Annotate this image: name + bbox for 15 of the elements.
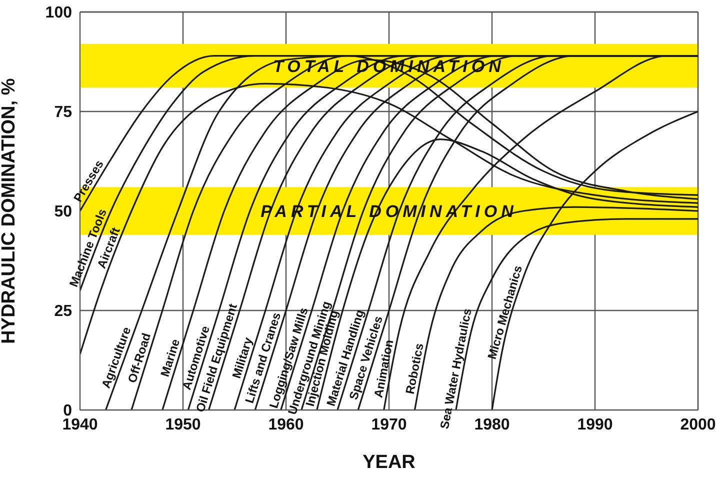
y-tick-label: 100 — [45, 4, 72, 22]
y-tick-label: 50 — [54, 204, 72, 221]
y-tick-label: 25 — [54, 303, 72, 320]
text: Sea Water Hydraulics — [437, 307, 474, 430]
y-axis-title: HYDRAULIC DOMINATION, % — [0, 78, 20, 344]
x-tick-label: 2000 — [680, 416, 716, 434]
x-tick-label: 1980 — [474, 416, 510, 434]
x-tick-label: 1970 — [371, 416, 407, 434]
y-tick-label: 75 — [54, 104, 72, 122]
x-tick-label: 1960 — [268, 416, 304, 434]
x-tick-label: 1950 — [165, 416, 201, 434]
x-tick-label: 1990 — [577, 416, 613, 434]
text: Robotics — [402, 342, 426, 396]
text: Marine — [158, 337, 183, 378]
x-axis-title: YEAR — [362, 452, 416, 473]
